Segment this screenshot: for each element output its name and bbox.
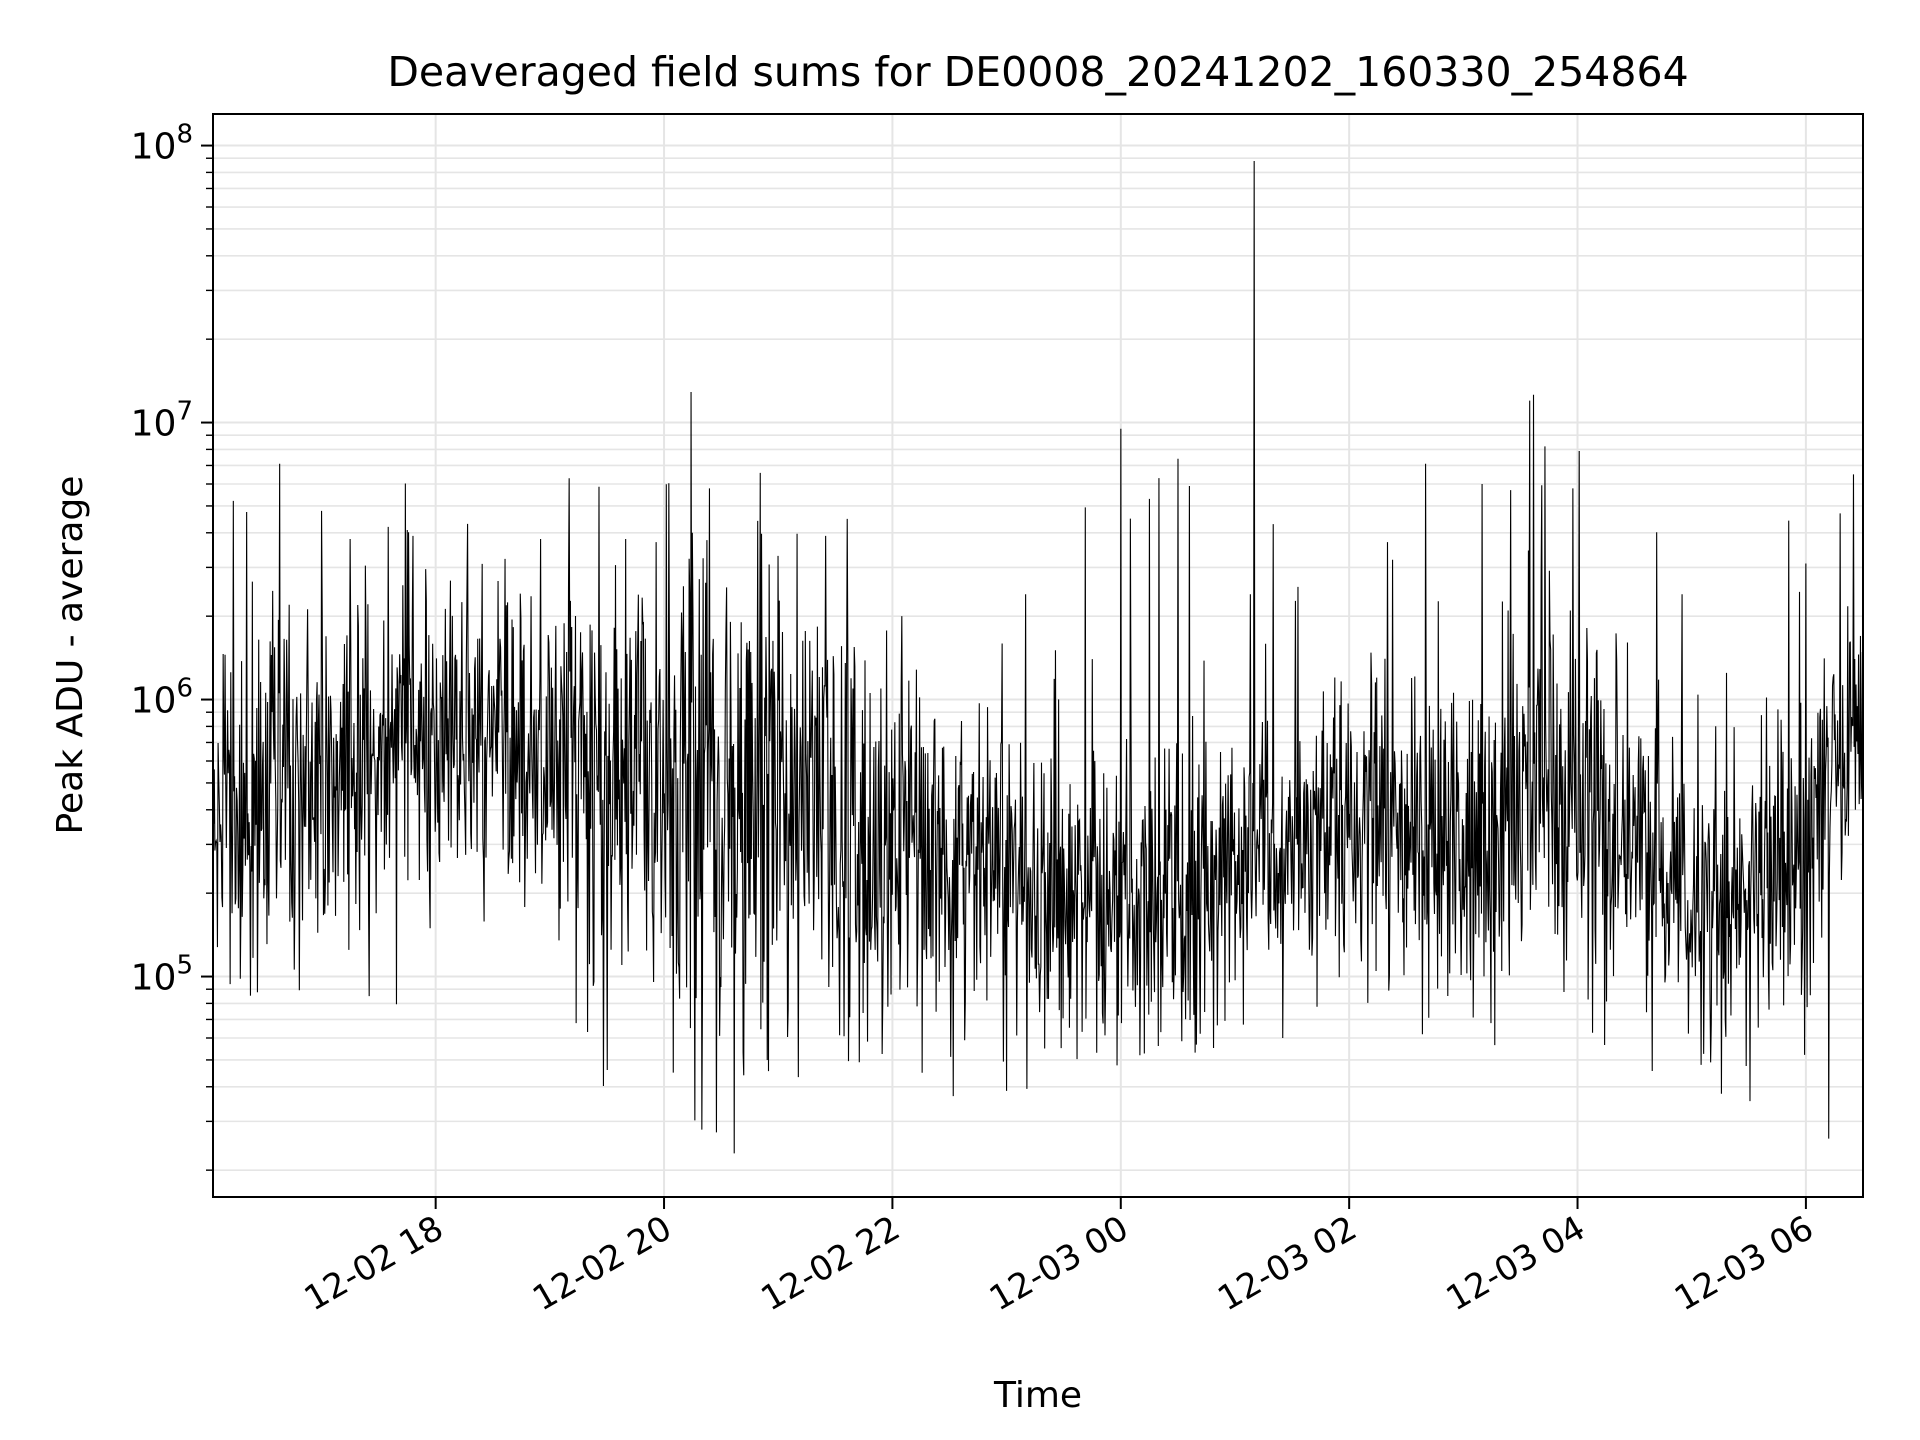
plot-area-frame [212,113,1864,1198]
chart-title: Deaveraged field sums for DE0008_2024120… [387,48,1688,96]
y-tick-label-exponent: 7 [176,397,193,427]
y-tick-label-exponent: 5 [176,951,193,981]
y-tick-label: 105 [131,951,193,999]
y-axis-label: Peak ADU - average [50,476,91,835]
x-axis-label: Time [993,1375,1082,1416]
y-tick-label-base: 10 [131,127,177,168]
series-line-group [212,160,1864,1154]
y-tick-label-base: 10 [131,958,177,999]
y-tick-label: 108 [131,120,193,168]
series-line [212,160,1864,1154]
y-tick-label-base: 10 [131,681,177,722]
y-tick-label: 107 [131,397,193,445]
y-tick-label-base: 10 [131,404,177,445]
y-tick-label-exponent: 6 [176,674,193,704]
y-tick-label-exponent: 8 [176,120,193,150]
y-tick-label: 106 [131,674,193,722]
